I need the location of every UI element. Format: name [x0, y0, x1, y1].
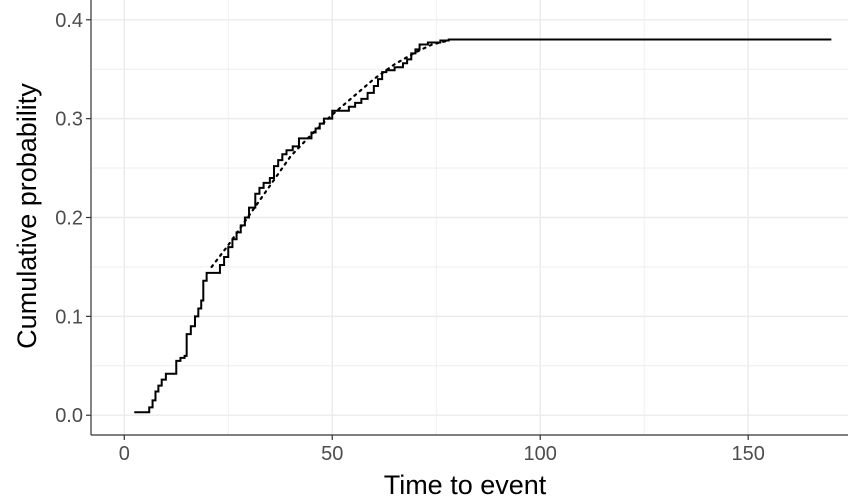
x-tick-label: 50 [321, 443, 343, 465]
x-tick-label: 100 [524, 443, 557, 465]
data-series [134, 38, 832, 414]
y-tick-label: 0.1 [55, 306, 83, 328]
y-tick-label: 0.3 [55, 109, 83, 131]
y-tick-label: 0.2 [55, 208, 83, 230]
y-tick-label: 0.0 [55, 405, 83, 427]
x-tick-label: 150 [731, 443, 764, 465]
y-tick-label: 0.4 [55, 10, 83, 32]
axes: 0 50 100 150 0.0 0.1 0.2 0.3 0.4 [55, 0, 848, 465]
y-axis-title: Cumulative probability [12, 83, 42, 349]
gridlines [91, 0, 848, 435]
x-axis-title: Time to event [384, 470, 547, 500]
dotted-curve [210, 39, 450, 269]
x-tick-label: 0 [119, 443, 130, 465]
